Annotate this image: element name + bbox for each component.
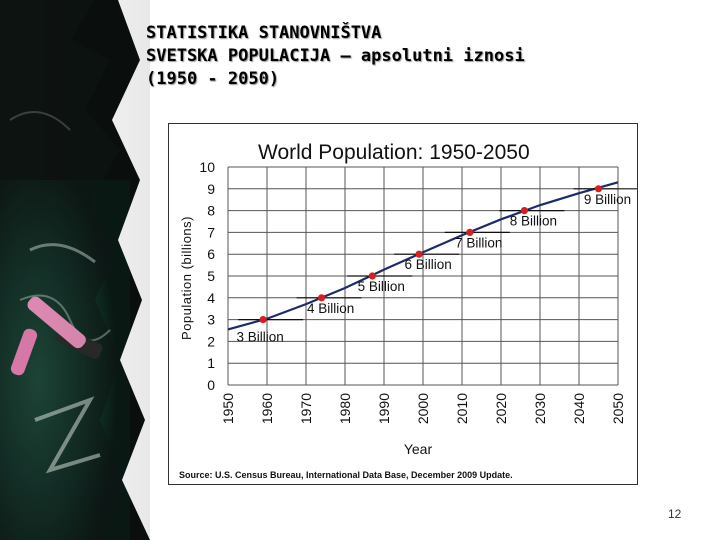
milestone-2: 4 Billion [296,294,362,316]
slide-title: STATISTIKA STANOVNIŠTVA SVETSKA POPULACI… [146,22,525,91]
milestone-7: 9 Billion [573,185,637,207]
milestone-marker [594,185,603,193]
chalkboard-decoration [0,0,150,540]
x-tick-label: 1960 [259,393,275,424]
milestone-label: 3 Billion [236,330,283,345]
y-tick-label: 8 [207,203,215,219]
milestone-label: 4 Billion [307,301,354,316]
milestone-marker [520,207,528,215]
y-tick-label: 6 [207,246,215,262]
milestone-label: 8 Billion [510,214,557,229]
chart-source-note: Source: U.S. Census Bureau, Internationa… [179,470,513,480]
slide-title-line-1: STATISTIKA STANOVNIŠTVA [146,23,382,43]
y-tick-label: 5 [207,268,215,284]
x-tick-label: 2030 [532,393,548,424]
x-tick-label: 2000 [415,393,431,424]
milestone-label: 5 Billion [358,279,405,294]
x-tick-label: 1980 [337,393,353,424]
milestone-layer: 3 Billion 4 Billion 5 Billion 6 Billion 7 Bi… [236,185,637,345]
y-tick-label: 2 [207,333,215,349]
slide-title-line-3: (1950 - 2050) [146,69,280,89]
y-tick-label: 10 [199,159,215,175]
milestone-marker [318,294,326,302]
y-tick-label: 3 [207,312,215,328]
milestone-marker [368,272,376,280]
y-axis-ticks: 0 1 2 3 4 5 6 7 8 9 10 [199,159,215,393]
chart-title: World Population: 1950-2050 [258,141,530,164]
x-axis-label: Year [404,441,433,457]
population-chart: World Population: 1950-2050 0 1 2 3 4 5 6 7 8 9 10… [179,141,637,480]
series-line-layer [227,181,619,331]
x-tick-label: 1950 [220,393,236,424]
x-tick-label: 1990 [376,393,392,424]
y-tick-label: 1 [207,355,215,371]
milestone-marker [415,250,423,258]
y-tick-label: 4 [207,290,215,306]
slide-title-line-2: SVETSKA POPULACIJA – apsolutni iznosi [146,46,525,66]
milestone-label: 6 Billion [404,257,451,272]
milestone-1: 3 Billion [236,316,304,345]
milestone-label: 9 Billion [584,192,631,207]
x-tick-label: 2010 [454,393,470,424]
milestone-marker [259,316,267,324]
x-axis-ticks: 1950 1960 1970 1980 1990 2000 2010 2020 2030 2040… [220,393,626,424]
x-tick-label: 2040 [571,393,587,424]
y-tick-label: 7 [207,224,215,240]
y-tick-label: 0 [207,377,215,393]
y-axis-label: Population (billions) [179,216,194,340]
milestone-marker [466,228,474,236]
x-tick-label: 2050 [610,393,626,424]
y-tick-label: 9 [207,181,215,197]
milestone-3: 5 Billion [347,272,413,294]
x-tick-label: 2020 [493,393,509,424]
milestone-6: 8 Billion [499,207,565,229]
milestone-label: 7 Billion [455,235,502,250]
milestone-4: 6 Billion [394,250,460,272]
chart-frame: World Population: 1950-2050 0 1 2 3 4 5 6 7 8 9 10… [168,123,638,485]
x-tick-label: 1970 [298,393,314,424]
milestone-5: 7 Billion [444,228,510,250]
population-line [227,181,619,331]
page-number: 12 [668,507,682,521]
